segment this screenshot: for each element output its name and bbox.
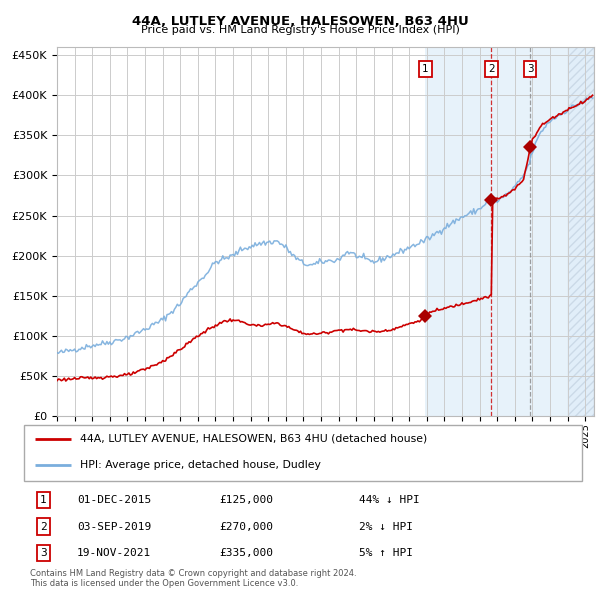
Text: 5% ↑ HPI: 5% ↑ HPI [359, 548, 413, 558]
Text: 44% ↓ HPI: 44% ↓ HPI [359, 495, 419, 505]
Bar [425, 47, 594, 416]
Text: 01-DEC-2015: 01-DEC-2015 [77, 495, 151, 505]
Text: 03-SEP-2019: 03-SEP-2019 [77, 522, 151, 532]
Text: 3: 3 [40, 548, 47, 558]
Text: £125,000: £125,000 [220, 495, 273, 505]
FancyBboxPatch shape [24, 425, 582, 481]
Text: 1: 1 [422, 64, 428, 74]
Text: 2% ↓ HPI: 2% ↓ HPI [359, 522, 413, 532]
Text: 44A, LUTLEY AVENUE, HALESOWEN, B63 4HU (detached house): 44A, LUTLEY AVENUE, HALESOWEN, B63 4HU (… [80, 434, 427, 444]
Text: 3: 3 [527, 64, 533, 74]
Text: Price paid vs. HM Land Registry's House Price Index (HPI): Price paid vs. HM Land Registry's House … [140, 25, 460, 35]
Text: 1: 1 [40, 495, 47, 505]
Text: £335,000: £335,000 [220, 548, 273, 558]
Text: Contains HM Land Registry data © Crown copyright and database right 2024.
This d: Contains HM Land Registry data © Crown c… [30, 569, 356, 588]
Text: HPI: Average price, detached house, Dudley: HPI: Average price, detached house, Dudl… [80, 460, 320, 470]
Text: 2: 2 [488, 64, 494, 74]
Text: £270,000: £270,000 [220, 522, 273, 532]
Text: 44A, LUTLEY AVENUE, HALESOWEN, B63 4HU: 44A, LUTLEY AVENUE, HALESOWEN, B63 4HU [131, 15, 469, 28]
Text: 19-NOV-2021: 19-NOV-2021 [77, 548, 151, 558]
Bar [568, 47, 594, 416]
Text: 2: 2 [40, 522, 47, 532]
